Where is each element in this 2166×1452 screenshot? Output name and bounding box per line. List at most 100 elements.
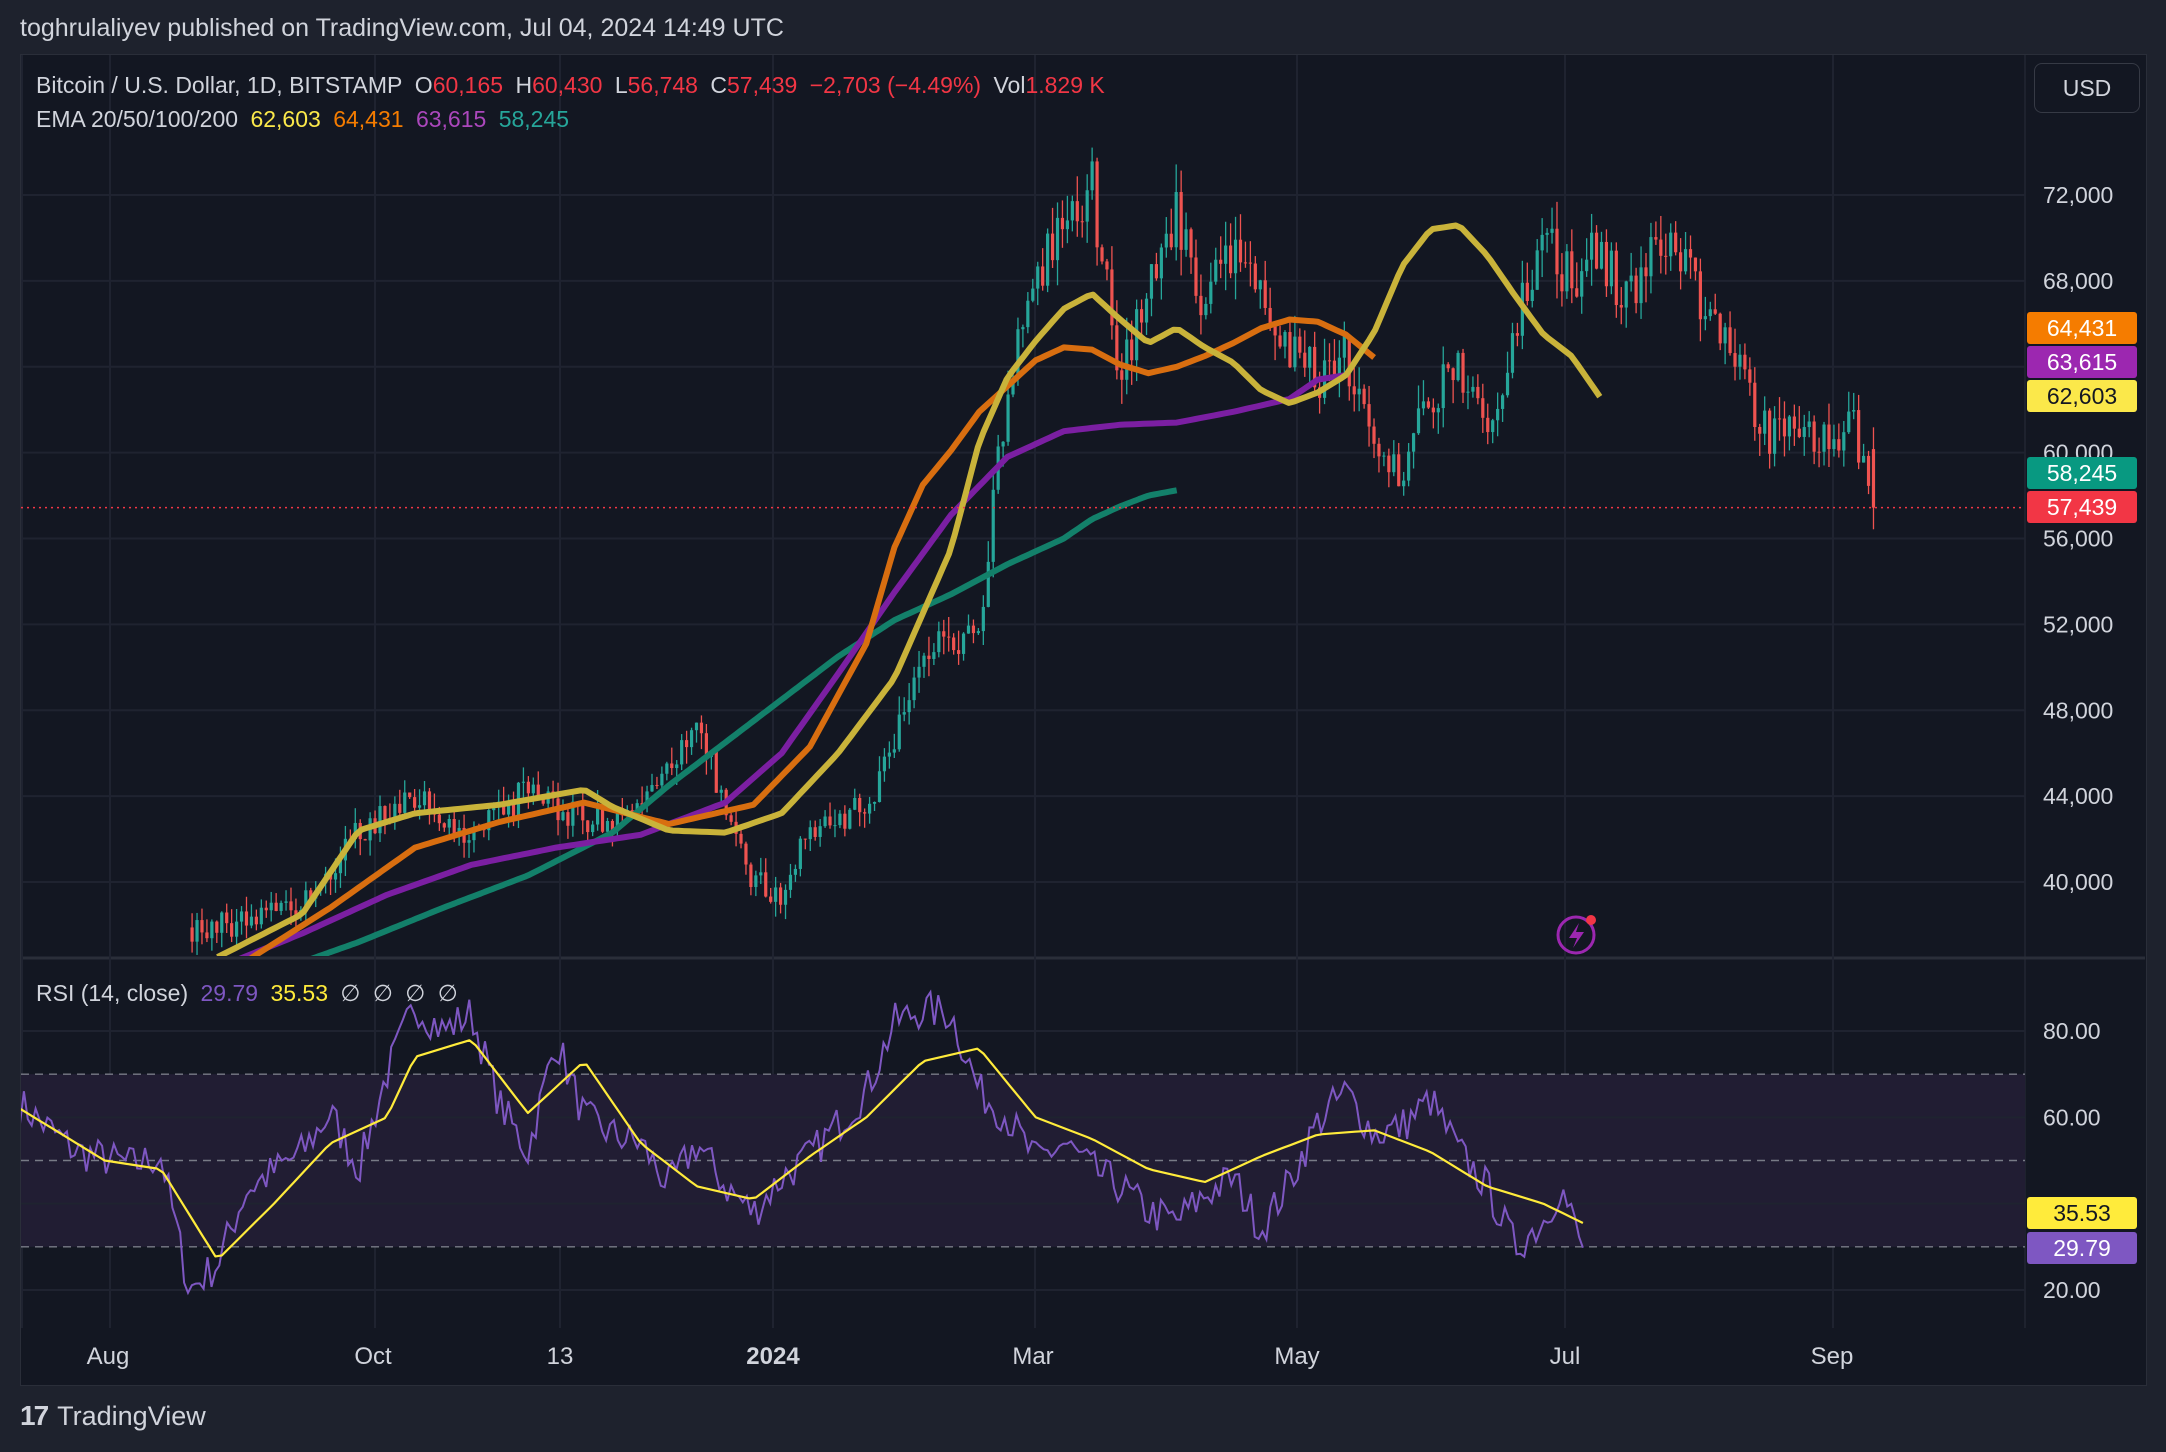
candle-body: [1505, 372, 1510, 396]
vol-label: Vol: [993, 72, 1026, 98]
candle-body: [1713, 309, 1717, 314]
candle-body: [1500, 395, 1505, 409]
candle-body: [1327, 360, 1332, 362]
candle-body: [1367, 404, 1371, 427]
candle-body: [828, 816, 832, 826]
candle-body: [220, 912, 224, 933]
candle-body: [1679, 252, 1683, 272]
candle-body: [353, 822, 357, 839]
candle-body: [615, 808, 619, 832]
price-legend[interactable]: Bitcoin / U.S. Dollar, 1D, BITSTAMP O60,…: [36, 72, 1111, 99]
candle-body: [1436, 408, 1440, 413]
candle-body: [1060, 217, 1065, 230]
low-label: L: [614, 72, 628, 98]
price-axis-label: 57,439: [2027, 491, 2137, 523]
rsi-axis-label-text: 29.79: [2053, 1235, 2111, 1261]
candle-body: [863, 812, 867, 814]
rsi-legend[interactable]: RSI (14, close) 29.79 35.53 ∅ ∅ ∅ ∅: [36, 980, 464, 1007]
candle-body: [205, 932, 209, 939]
price-axis-label-text: 63,615: [2047, 349, 2117, 375]
footer-brand[interactable]: 17 TradingView: [20, 1400, 206, 1432]
candle-body: [561, 812, 565, 821]
currency-button[interactable]: USD: [2034, 63, 2140, 113]
candle-body: [304, 890, 308, 910]
candle-body: [808, 827, 812, 840]
candle-body: [1847, 411, 1851, 433]
candle-body: [902, 712, 906, 715]
price-axis-label-text: 58,245: [2047, 460, 2117, 486]
candle-body: [1194, 257, 1198, 296]
ema200-line: [310, 487, 1178, 956]
candle-body: [378, 806, 382, 834]
candle-body: [1125, 339, 1129, 380]
candle-body: [596, 806, 600, 825]
candle-body: [1362, 388, 1366, 405]
candle-body: [1772, 418, 1777, 454]
candle-body: [907, 700, 911, 713]
ema-legend[interactable]: EMA 20/50/100/200 62,603 64,431 63,615 5…: [36, 106, 575, 133]
candle-body: [1768, 410, 1772, 454]
candle-body: [1288, 332, 1292, 368]
price-axis-label-bg: [2027, 346, 2137, 378]
candle-body: [408, 792, 412, 798]
rsi-axis-label: 35.53: [2027, 1197, 2137, 1229]
candle-body: [427, 791, 432, 810]
candle-body: [363, 839, 367, 841]
candle-body: [259, 907, 263, 925]
candle-body: [254, 916, 258, 925]
candle-body: [1407, 451, 1411, 481]
candle-body: [971, 625, 976, 634]
candle-body: [1352, 386, 1356, 395]
candle-body: [417, 805, 422, 808]
candle-body: [1787, 416, 1792, 437]
candle-body: [981, 606, 985, 632]
candle-body: [1392, 454, 1396, 473]
candle-body: [190, 927, 194, 942]
candle-body: [1095, 161, 1099, 248]
time-tick-label: Oct: [354, 1343, 392, 1370]
candle-body: [1738, 354, 1742, 367]
candle-body: [521, 781, 526, 783]
candle-body: [1110, 269, 1114, 326]
candle-body: [1219, 259, 1223, 264]
candle-body: [927, 655, 931, 659]
price-axis-label: 64,431: [2027, 312, 2137, 344]
candle-body: [1491, 420, 1495, 433]
price-axis-label-text: 62,603: [2047, 383, 2117, 409]
candle-body: [1510, 333, 1515, 373]
candle-body: [1476, 386, 1480, 399]
candle-body: [467, 840, 471, 843]
time-tick-label: 13: [547, 1343, 574, 1370]
candle-body: [1782, 418, 1787, 437]
candle-body: [1649, 237, 1653, 277]
rsi-tick-label: 80.00: [2043, 1018, 2101, 1044]
open-value: 60,165: [432, 72, 504, 98]
candle-body: [1357, 388, 1361, 395]
candle-body: [655, 785, 659, 787]
candle-body: [1174, 192, 1178, 248]
candle-body: [1273, 325, 1277, 336]
candle-body: [1431, 407, 1435, 413]
symbol-label: Bitcoin / U.S. Dollar, 1D, BITSTAMP: [36, 72, 403, 98]
time-tick-label: Aug: [87, 1343, 130, 1370]
candle-body: [264, 907, 268, 911]
candle-body: [1184, 229, 1188, 250]
candle-body: [442, 823, 446, 828]
candle-body: [1456, 352, 1460, 381]
candle-body: [793, 868, 798, 875]
candle-body: [249, 916, 254, 926]
candle-body: [1461, 352, 1465, 393]
price-tick-label: 40,000: [2043, 869, 2113, 895]
candle-body: [600, 806, 605, 832]
time-tick-label: 2024: [746, 1343, 800, 1370]
rsi-tick-label: 60.00: [2043, 1104, 2101, 1130]
candle-body: [1021, 327, 1025, 330]
candle-body: [1258, 280, 1262, 290]
price-axis-label: 58,245: [2027, 457, 2137, 489]
candle-body: [818, 826, 822, 837]
candle-body: [1446, 364, 1450, 369]
candle-body: [210, 921, 214, 939]
candle-body: [1466, 391, 1470, 393]
candle-body: [239, 911, 244, 922]
